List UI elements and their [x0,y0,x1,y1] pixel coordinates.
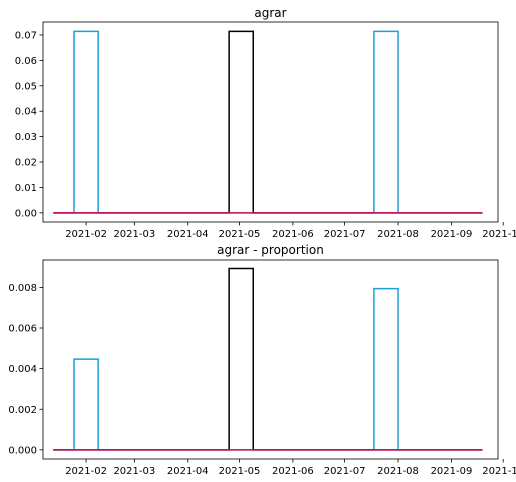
y-tick-label: 0.000 [8,445,37,456]
y-tick-label: 0.07 [15,30,37,41]
x-tick-label: 2021-03 [113,229,155,240]
y-tick-label: 0.008 [8,283,37,294]
x-tick-label: 2021-02 [65,229,107,240]
x-tick-label: 2021-09 [431,466,473,477]
x-tick-label: 2021-08 [377,229,419,240]
chart-title: agrar [254,6,286,20]
chart-agrar: agrar 0.00 0.01 0.02 0.03 0.04 0.05 0.06 0.07 202… [15,6,516,240]
chart-agrar-proportion: agrar - proportion 0.000 0.002 0.004 0.006 0.… [8,243,516,477]
y-tick-label: 0.002 [8,405,37,416]
y-tick-label: 0.01 [15,183,37,194]
x-tick-label: 2021-07 [324,466,366,477]
y-tick-label: 0.006 [8,324,37,335]
x-tick-label: 2021-10 [482,229,516,240]
plot-frame [42,259,499,460]
x-tick-label: 2021-10 [482,466,516,477]
y-tick-label: 0.00 [15,208,37,219]
x-tick-label: 2021-05 [219,466,261,477]
chart-title: agrar - proportion [217,243,324,257]
y-tick-label: 0.004 [8,364,37,375]
x-tick-label: 2021-08 [377,466,419,477]
y-tick-label: 0.06 [15,56,37,67]
x-tick-label: 2021-06 [272,466,314,477]
x-tick-label: 2021-05 [219,229,261,240]
x-tick-label: 2021-09 [431,229,473,240]
x-tick-label: 2021-04 [167,466,209,477]
x-tick-label: 2021-03 [113,466,155,477]
y-tick-label: 0.03 [15,132,37,143]
x-tick-label: 2021-02 [65,466,107,477]
y-tick-label: 0.05 [15,81,37,92]
x-tick-label: 2021-04 [167,229,209,240]
plot-frame [42,21,499,223]
x-tick-label: 2021-07 [324,229,366,240]
y-tick-label: 0.02 [15,158,37,169]
x-tick-label: 2021-06 [272,229,314,240]
y-tick-label: 0.04 [15,107,37,118]
